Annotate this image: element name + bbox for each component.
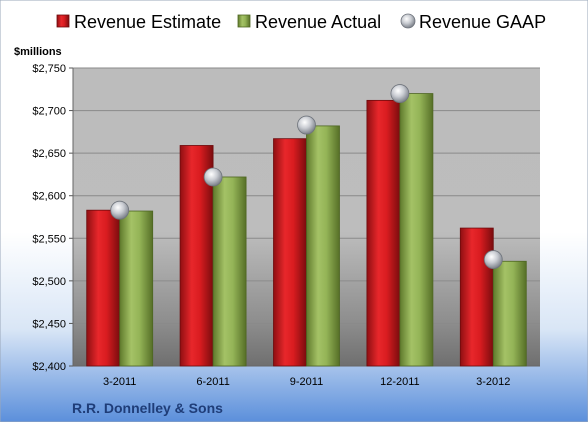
y-tick-label: $2,650: [32, 148, 66, 160]
y-tick-label: $2,600: [32, 191, 66, 203]
y-tick-label: $2,750: [32, 63, 66, 75]
legend-label-revenue-estimate: Revenue Estimate: [74, 12, 221, 32]
bar-revenue-estimate: [273, 138, 307, 367]
bar-revenue-estimate: [366, 99, 401, 367]
legend-swatch-revenue-actual: [237, 14, 251, 28]
marker-revenue-gaap: [203, 167, 223, 187]
y-tick-label: $2,450: [32, 318, 66, 330]
bar-revenue-actual: [306, 125, 340, 367]
marker-revenue-gaap: [297, 115, 316, 135]
marker-revenue-gaap: [390, 84, 410, 103]
company-name: R.R. Donnelley & Sons: [72, 400, 223, 416]
marker-revenue-gaap: [483, 250, 503, 269]
y-axis-unit-label: $millions: [14, 46, 62, 58]
bar-revenue-actual: [492, 260, 527, 367]
y-tick-label: $2,550: [32, 233, 66, 245]
marker-revenue-gaap: [110, 200, 130, 220]
bar-revenue-estimate: [459, 227, 494, 367]
x-tick-label: 3-2011: [103, 376, 136, 388]
y-tick-label: $2,500: [32, 276, 66, 288]
legend-swatch-revenue-estimate: [56, 14, 70, 28]
y-tick-label: $2,700: [32, 106, 66, 118]
chart-legend: Revenue Estimate Revenue Actual Revenue GA…: [56, 12, 546, 32]
bar-revenue-estimate: [86, 209, 121, 367]
legend-label-revenue-gaap: Revenue GAAP: [419, 12, 546, 32]
bar-revenue-actual: [399, 93, 434, 367]
bar-revenue-actual: [119, 210, 154, 367]
x-tick-label: 3-2012: [476, 376, 510, 388]
y-tick-label: $2,400: [32, 361, 66, 373]
x-tick-label: 12-2011: [380, 376, 420, 388]
x-tick-label: 9-2011: [290, 376, 323, 388]
x-tick-label: 6-2011: [196, 376, 229, 388]
legend-swatch-revenue-gaap: [400, 13, 416, 29]
bar-revenue-actual: [212, 176, 247, 367]
legend-label-revenue-actual: Revenue Actual: [255, 12, 381, 32]
